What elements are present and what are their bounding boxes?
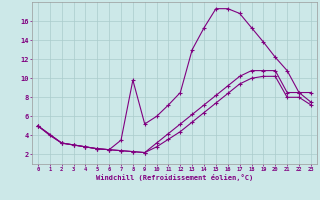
X-axis label: Windchill (Refroidissement éolien,°C): Windchill (Refroidissement éolien,°C) — [96, 174, 253, 181]
